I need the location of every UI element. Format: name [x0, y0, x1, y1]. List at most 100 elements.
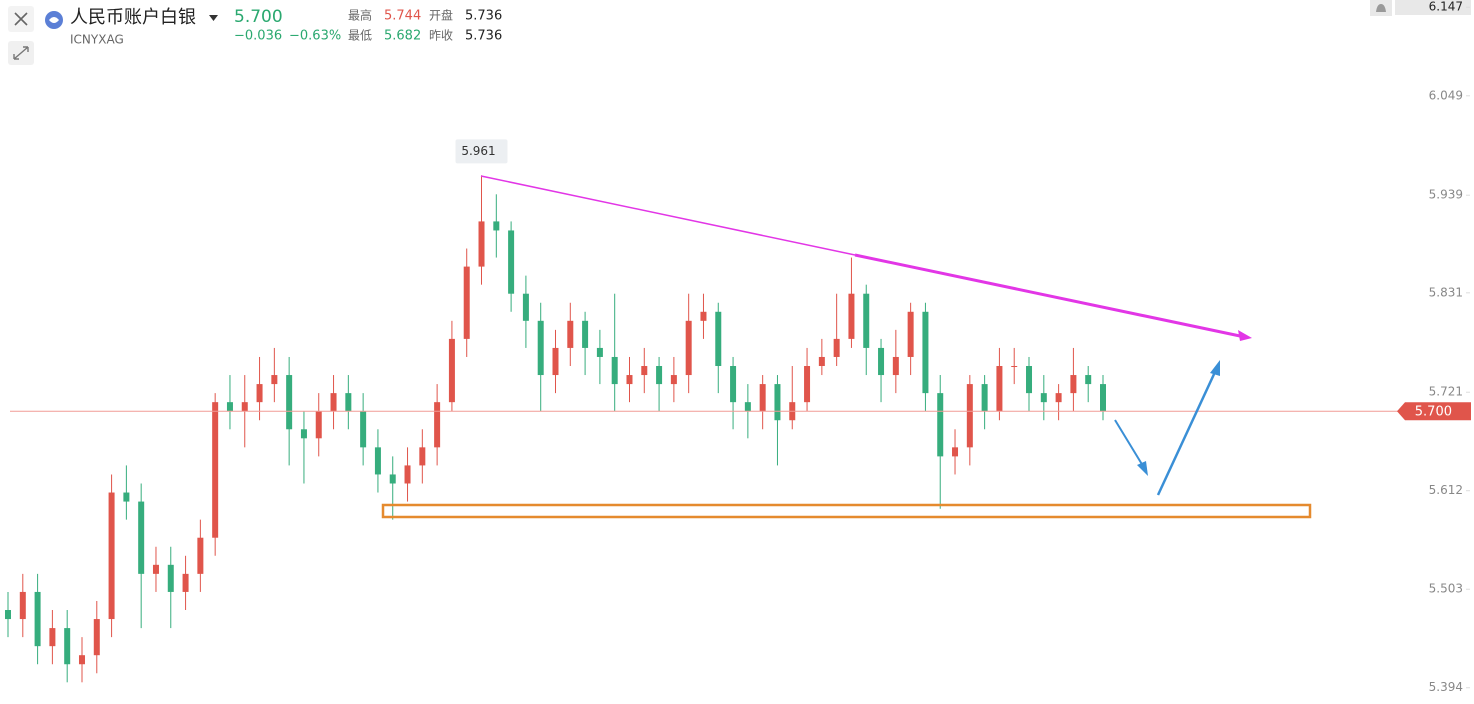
- candle-body: [878, 347, 885, 376]
- candle-body: [300, 429, 307, 439]
- candle-body: [774, 384, 781, 421]
- candle-body: [981, 384, 988, 412]
- candle-body: [863, 293, 870, 348]
- candle-body: [212, 402, 219, 538]
- candle-body: [1026, 366, 1033, 394]
- change-pct: −0.63%: [289, 29, 341, 44]
- y-tick-label: 5.939: [1429, 188, 1463, 202]
- candle-body: [818, 356, 825, 367]
- candle-body: [952, 447, 959, 457]
- y-tick-label: 5.612: [1429, 483, 1463, 497]
- candle-body: [759, 384, 766, 412]
- last-price-label: 5.700: [1415, 405, 1452, 420]
- candle-body: [404, 465, 411, 484]
- candle-body: [700, 311, 707, 321]
- plot: 5.394 5.503 5.612 5.721 5.831 5.939 6.049 6.147…: [5, 0, 1471, 694]
- y-tick-label: 5.503: [1429, 582, 1463, 596]
- change: −0.036: [234, 29, 282, 44]
- candle-body: [197, 537, 204, 574]
- annotation: 5.961: [461, 144, 495, 158]
- stat-value: 5.682: [384, 29, 421, 44]
- stat-value: 5.736: [465, 9, 502, 24]
- candle-body: [419, 447, 426, 466]
- candle-body: [1085, 375, 1092, 385]
- candle-body: [49, 628, 56, 647]
- candle-body: [922, 311, 929, 394]
- projection-arrow: [1114, 419, 1144, 467]
- candle-body: [996, 366, 1003, 412]
- toolbar: [8, 6, 63, 65]
- close-icon: [14, 12, 28, 26]
- candle-body: [478, 221, 485, 267]
- candle-body: [286, 375, 293, 430]
- y-tick-label: 6.147: [1429, 0, 1463, 14]
- candle-body: [730, 366, 737, 403]
- arrow-head: [1137, 461, 1148, 476]
- stat-label: 开盘: [429, 8, 453, 23]
- logo-mark: [49, 17, 59, 23]
- candle-body: [907, 311, 914, 357]
- candle-body: [833, 338, 840, 357]
- candle-body: [315, 411, 322, 439]
- candle-body: [522, 293, 529, 321]
- candle-body: [5, 610, 11, 620]
- candle-body: [330, 393, 337, 412]
- y-tick-label: 5.721: [1429, 385, 1463, 399]
- trend-line: [854, 253, 1241, 338]
- arrow-head: [1210, 360, 1220, 376]
- candle-body: [448, 338, 455, 403]
- candle-body: [656, 366, 663, 385]
- stat-label: 昨收: [429, 29, 453, 43]
- candle-body: [345, 393, 352, 412]
- stat-value: 5.736: [465, 29, 502, 44]
- candle-body: [626, 375, 633, 385]
- candle-body: [123, 492, 130, 502]
- candle-body: [937, 393, 944, 457]
- y-tick-label: 6.049: [1429, 88, 1463, 102]
- candle-body: [182, 573, 189, 592]
- candle-body: [1011, 366, 1018, 368]
- drawings: [381, 175, 1312, 519]
- candle-body: [1040, 393, 1047, 403]
- candle-body: [1100, 384, 1106, 412]
- candle-body: [892, 356, 899, 376]
- stat-value: 5.744: [384, 9, 421, 24]
- top-price-box: [1395, 0, 1471, 15]
- bell-icon: [1376, 4, 1386, 12]
- stat-label: 最高: [348, 8, 372, 23]
- candle-body: [596, 347, 603, 357]
- candle-body: [582, 320, 589, 348]
- y-tick-label: 5.831: [1429, 285, 1463, 299]
- candle-body: [167, 564, 174, 592]
- candle-body: [1070, 375, 1077, 394]
- candle-body: [552, 347, 559, 376]
- candle-body: [715, 311, 722, 367]
- projection-arrow: [1156, 371, 1217, 496]
- candle-body: [19, 591, 26, 620]
- candle-body: [641, 366, 648, 376]
- trend-line: [480, 175, 856, 256]
- candle-body: [108, 492, 115, 620]
- price: 5.700: [234, 7, 283, 27]
- y-tick-label: 5.394: [1429, 680, 1463, 694]
- candle-body: [804, 366, 811, 403]
- candle-body: [256, 384, 263, 403]
- collapse-icon: [13, 46, 29, 60]
- candle-body: [152, 564, 159, 574]
- candle-body: [138, 501, 145, 574]
- symbol: ICNYXAG: [70, 33, 124, 47]
- candle-body: [226, 402, 233, 412]
- candle-body: [271, 375, 278, 385]
- last-price-tag: [1397, 402, 1471, 421]
- support-zone: [381, 503, 1312, 519]
- candle-body: [34, 591, 41, 647]
- candle-body: [966, 384, 973, 448]
- candle-body: [1055, 393, 1062, 403]
- candle-body: [64, 628, 71, 665]
- dropdown[interactable]: [209, 15, 218, 21]
- candle-body: [78, 655, 85, 665]
- candle-body: [685, 320, 692, 376]
- candle-body: [241, 402, 248, 412]
- title: 人民币账户白银: [70, 7, 196, 28]
